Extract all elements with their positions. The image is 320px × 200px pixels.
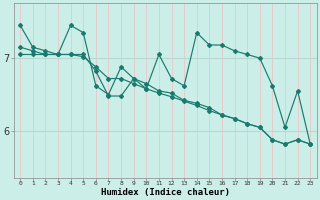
X-axis label: Humidex (Indice chaleur): Humidex (Indice chaleur): [101, 188, 230, 197]
